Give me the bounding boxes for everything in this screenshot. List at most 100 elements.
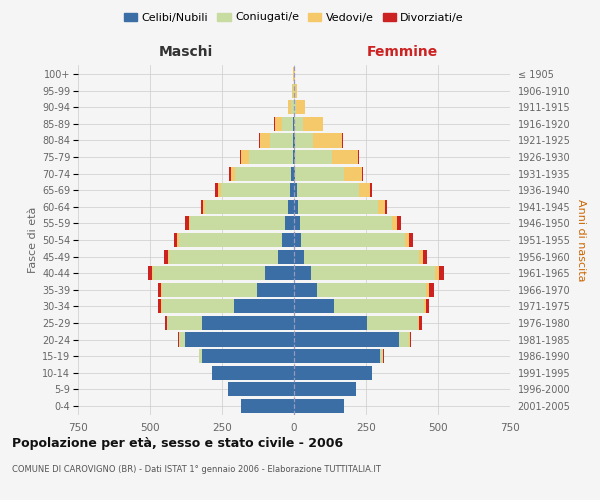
Bar xyxy=(230,166,235,180)
Bar xyxy=(392,216,397,230)
Bar xyxy=(294,100,296,114)
Bar xyxy=(290,183,294,198)
Bar xyxy=(293,134,294,147)
Bar xyxy=(190,216,286,230)
Bar xyxy=(294,250,304,264)
Bar xyxy=(215,183,218,198)
Bar xyxy=(148,266,152,280)
Legend: Celibi/Nubili, Coniugati/e, Vedovi/e, Divorziati/e: Celibi/Nubili, Coniugati/e, Vedovi/e, Di… xyxy=(119,8,469,27)
Bar xyxy=(294,216,300,230)
Bar xyxy=(235,166,291,180)
Bar xyxy=(250,150,293,164)
Bar xyxy=(165,316,167,330)
Bar xyxy=(301,233,405,247)
Bar xyxy=(297,183,359,198)
Bar xyxy=(161,300,233,314)
Bar xyxy=(153,266,265,280)
Bar xyxy=(397,216,401,230)
Bar xyxy=(300,216,392,230)
Bar xyxy=(294,282,317,297)
Bar xyxy=(294,316,367,330)
Bar xyxy=(426,300,429,314)
Bar xyxy=(294,332,399,346)
Bar xyxy=(201,200,203,214)
Bar xyxy=(294,200,298,214)
Bar xyxy=(359,183,370,198)
Bar xyxy=(295,84,298,98)
Bar xyxy=(317,282,427,297)
Bar xyxy=(294,183,297,198)
Bar xyxy=(175,233,178,247)
Bar xyxy=(291,166,294,180)
Bar xyxy=(240,150,241,164)
Bar xyxy=(313,134,342,147)
Bar xyxy=(424,300,426,314)
Bar xyxy=(257,282,294,297)
Bar xyxy=(294,233,301,247)
Bar xyxy=(295,150,332,164)
Bar xyxy=(427,282,430,297)
Bar xyxy=(278,250,294,264)
Bar xyxy=(218,183,221,198)
Bar xyxy=(334,300,424,314)
Bar xyxy=(202,349,294,363)
Bar xyxy=(199,349,202,363)
Bar xyxy=(380,349,383,363)
Bar xyxy=(229,166,230,180)
Bar xyxy=(179,233,283,247)
Bar xyxy=(304,250,419,264)
Bar xyxy=(288,200,294,214)
Bar xyxy=(293,84,294,98)
Bar xyxy=(294,366,372,380)
Bar xyxy=(228,382,294,396)
Bar xyxy=(367,316,418,330)
Bar xyxy=(294,166,295,180)
Bar xyxy=(205,200,288,214)
Bar xyxy=(185,216,189,230)
Bar xyxy=(292,84,293,98)
Bar xyxy=(167,316,202,330)
Bar xyxy=(241,399,294,413)
Bar xyxy=(202,316,294,330)
Bar xyxy=(409,233,413,247)
Bar xyxy=(288,100,291,114)
Bar xyxy=(405,233,409,247)
Bar xyxy=(430,282,434,297)
Bar xyxy=(178,233,179,247)
Bar xyxy=(370,183,372,198)
Bar xyxy=(439,266,444,280)
Bar xyxy=(294,67,295,81)
Bar xyxy=(282,117,293,131)
Bar xyxy=(286,216,294,230)
Bar xyxy=(362,166,363,180)
Bar xyxy=(294,117,303,131)
Bar xyxy=(296,100,305,114)
Bar xyxy=(293,150,294,164)
Bar xyxy=(418,316,419,330)
Bar xyxy=(161,282,257,297)
Bar xyxy=(158,300,161,314)
Bar xyxy=(399,332,409,346)
Bar xyxy=(221,183,290,198)
Bar xyxy=(423,250,427,264)
Bar xyxy=(295,166,344,180)
Bar xyxy=(294,382,356,396)
Bar xyxy=(419,316,422,330)
Bar xyxy=(294,300,334,314)
Bar xyxy=(270,134,293,147)
Bar xyxy=(294,349,380,363)
Bar xyxy=(344,166,362,180)
Bar xyxy=(265,266,294,280)
Bar xyxy=(377,200,385,214)
Bar xyxy=(332,150,358,164)
Bar xyxy=(212,366,294,380)
Bar xyxy=(168,250,169,264)
Bar xyxy=(295,134,313,147)
Bar xyxy=(419,250,423,264)
Bar xyxy=(233,300,294,314)
Bar xyxy=(385,200,387,214)
Bar xyxy=(291,100,294,114)
Bar xyxy=(275,117,282,131)
Bar xyxy=(298,200,377,214)
Bar xyxy=(203,200,205,214)
